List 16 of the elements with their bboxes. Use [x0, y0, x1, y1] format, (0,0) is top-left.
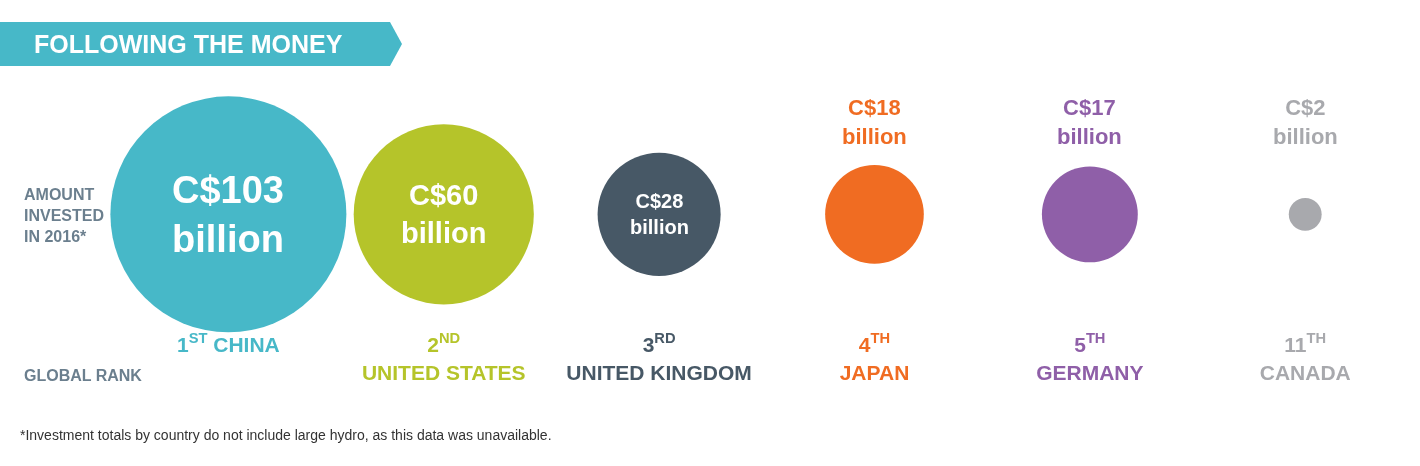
text: FOLLOWING THE MONEY [34, 30, 343, 58]
data-label: C$103 billion [172, 169, 284, 261]
data-label: C$60 billion [401, 179, 487, 249]
category-label: 4$^{TH}$ JAPAN [839, 330, 910, 384]
category-label: 2$^{ND}$ UNITED STATES [361, 330, 526, 384]
category-label: 1$^{ST}$ CHINA [176, 330, 280, 357]
category-label: 3$^{RD}$ UNITED KINGDOM [566, 330, 752, 384]
data-label: C$2 billion [1273, 95, 1338, 149]
category-label: 11$^{TH}$ CANADA [1259, 330, 1351, 384]
data-label: C$17 billion [1057, 95, 1122, 149]
text: GLOBAL RANK [24, 367, 143, 384]
data-label: C$28 billion [630, 190, 689, 238]
category-label: 5$^{TH}$ GERMANY [1036, 330, 1144, 384]
text: AMOUNT INVESTED IN 2016* [24, 186, 105, 245]
text: *Investment totals by country do not include large hydro, as this data was unavailable. [20, 427, 552, 443]
data-label: C$18 billion [842, 95, 907, 149]
